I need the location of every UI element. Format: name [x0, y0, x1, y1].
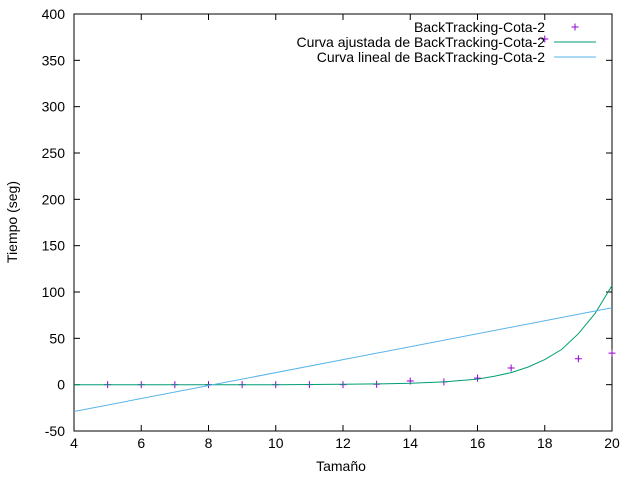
x-tick-label: 20 — [604, 435, 620, 451]
y-axis-label: Tiempo (seg) — [4, 181, 20, 263]
axes — [73, 13, 613, 432]
data-point — [608, 349, 616, 357]
tick-labels: 4 6 8 10 12 14 16 18 20 -50 0 50 100 150 200 250 300 350 4… — [42, 6, 620, 451]
y-tick-label: 0 — [57, 377, 65, 393]
y-tick-label: -50 — [45, 423, 65, 439]
y-tick-label: 300 — [42, 99, 66, 115]
x-tick-label: 8 — [205, 435, 213, 451]
x-tick-label: 10 — [268, 435, 284, 451]
legend-label: BackTracking-Cota-2 — [414, 19, 545, 35]
plot-border — [73, 13, 613, 432]
y-tick-label: 400 — [42, 6, 66, 22]
x-tick-label: 18 — [537, 435, 553, 451]
x-tick-label: 16 — [470, 435, 486, 451]
data-point — [574, 355, 582, 363]
x-tick-label: 6 — [137, 435, 145, 451]
data-point — [541, 35, 549, 43]
legend-label: Curva lineal de BackTracking-Cota-2 — [317, 49, 545, 65]
y-tick-label: 150 — [42, 238, 66, 254]
y-tick-label: 50 — [49, 330, 65, 346]
y-tick-label: 250 — [42, 145, 66, 161]
y-tick-label: 350 — [42, 52, 66, 68]
plot-area — [74, 35, 616, 412]
x-tick-label: 12 — [335, 435, 351, 451]
data-point — [507, 364, 515, 372]
y-tick-label: 200 — [42, 191, 66, 207]
series-line-1 — [74, 285, 612, 386]
x-tick-label: 4 — [70, 435, 78, 451]
x-tick-label: 14 — [402, 435, 418, 451]
x-axis-label: Tamaño — [316, 458, 366, 474]
data-point — [474, 374, 481, 382]
series-line-2 — [74, 307, 612, 412]
legend-swatch-marker — [571, 23, 579, 31]
y-tick-label: 100 — [42, 284, 66, 300]
legend-label: Curva ajustada de BackTracking-Cota-2 — [297, 34, 546, 50]
